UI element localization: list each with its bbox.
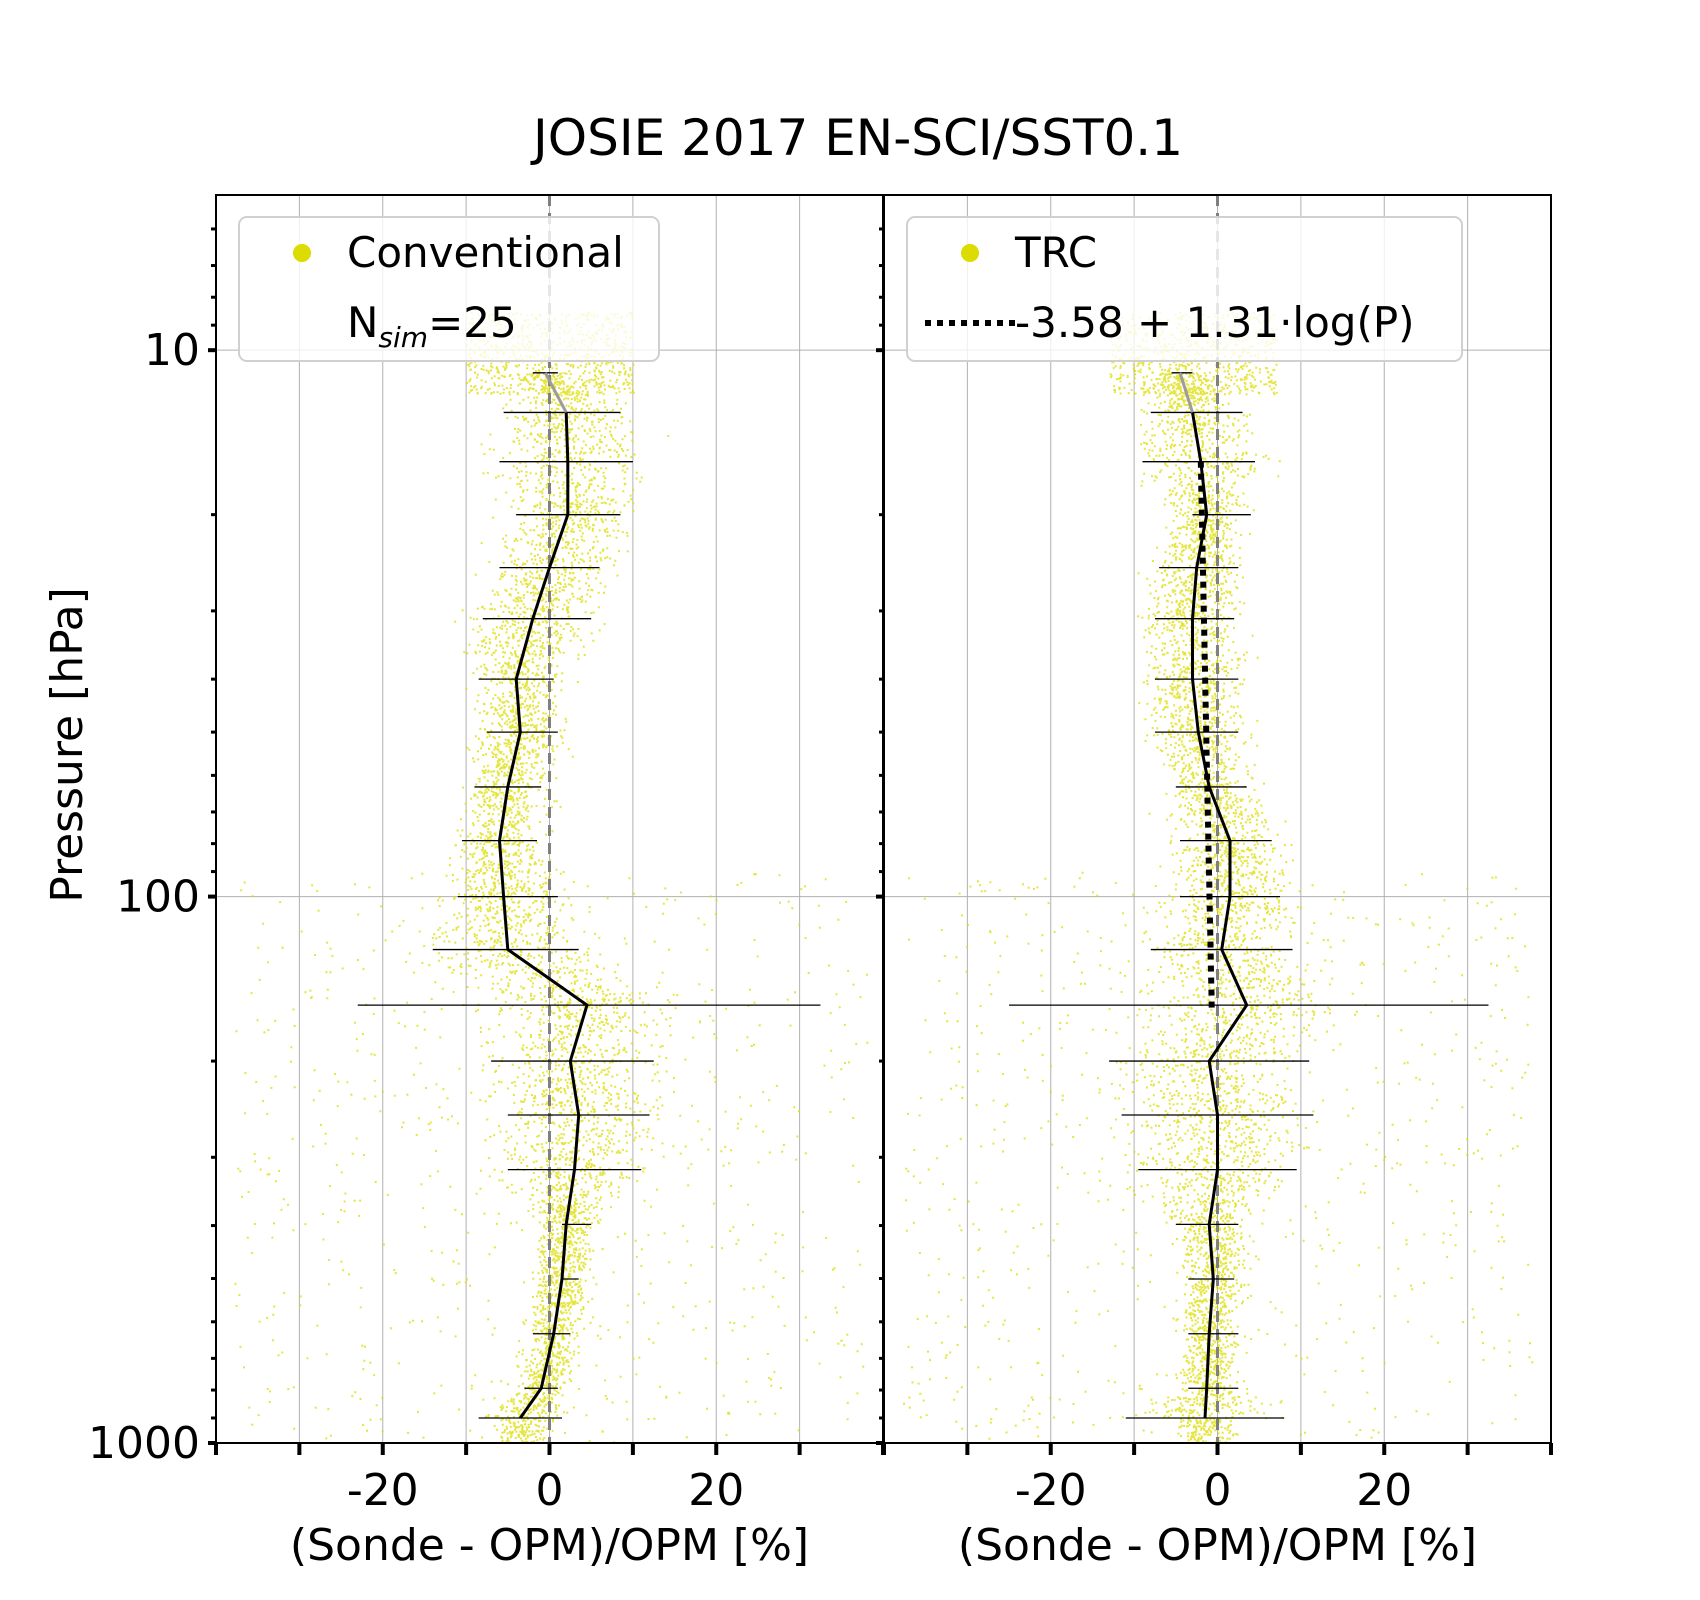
x-tick-label: -20 — [1015, 1465, 1087, 1516]
legend: Conventional Nsim=25 — [238, 216, 660, 362]
y-tick-label: 10 — [144, 325, 200, 376]
y-tick-label: 100 — [116, 872, 200, 923]
legend-label-nsim: Nsim=25 — [347, 298, 517, 354]
nsim-suffix: =25 — [428, 298, 517, 347]
scatter-points — [234, 311, 869, 1443]
legend-label-scatter: Conventional — [347, 228, 624, 277]
mean-profile-top — [1178, 372, 1194, 413]
scatter-cloud — [234, 311, 869, 1443]
legend-box — [238, 216, 660, 362]
panel-trc: -20 0 20(Sonde - OPM)/OPM [%] TRC -3.58 + 1.… — [876, 194, 1553, 1571]
panel-conventional: 10 100 1000 -20 0 20(Sonde - OPM)/OPM [%] Conv… — [88, 194, 885, 1571]
legend-marker-scatter — [961, 244, 979, 262]
legend-marker-scatter — [293, 244, 311, 262]
legend-label-fit: -3.58 + 1.31·log(P) — [1015, 298, 1415, 347]
mean-profile — [1191, 412, 1249, 1419]
chart-title: JOSIE 2017 EN-SCI/SST0.1 — [530, 109, 1183, 167]
x-axis-label: (Sonde - OPM)/OPM [%] — [290, 1520, 809, 1571]
nsim-prefix: N — [347, 298, 378, 347]
x-axis-label: (Sonde - OPM)/OPM [%] — [958, 1520, 1477, 1571]
x-tick-label: 20 — [688, 1465, 744, 1516]
scatter-points — [903, 311, 1534, 1443]
x-tick-label: 20 — [1356, 1465, 1412, 1516]
x-tick-label: -20 — [347, 1465, 419, 1516]
x-tick-label: 0 — [536, 1465, 564, 1516]
scatter-cloud — [903, 311, 1534, 1443]
legend: TRC -3.58 + 1.31·log(P) — [906, 216, 1463, 362]
legend-box — [906, 216, 1463, 362]
x-tick-label: 0 — [1204, 1465, 1232, 1516]
nsim-subscript: sim — [378, 321, 428, 354]
mean-profile-top — [543, 372, 568, 414]
mean-profile — [497, 412, 589, 1419]
y-axis-label: Pressure [hPa] — [42, 587, 93, 903]
y-tick-label: 1000 — [88, 1418, 200, 1469]
legend-label-scatter: TRC — [1014, 228, 1097, 277]
